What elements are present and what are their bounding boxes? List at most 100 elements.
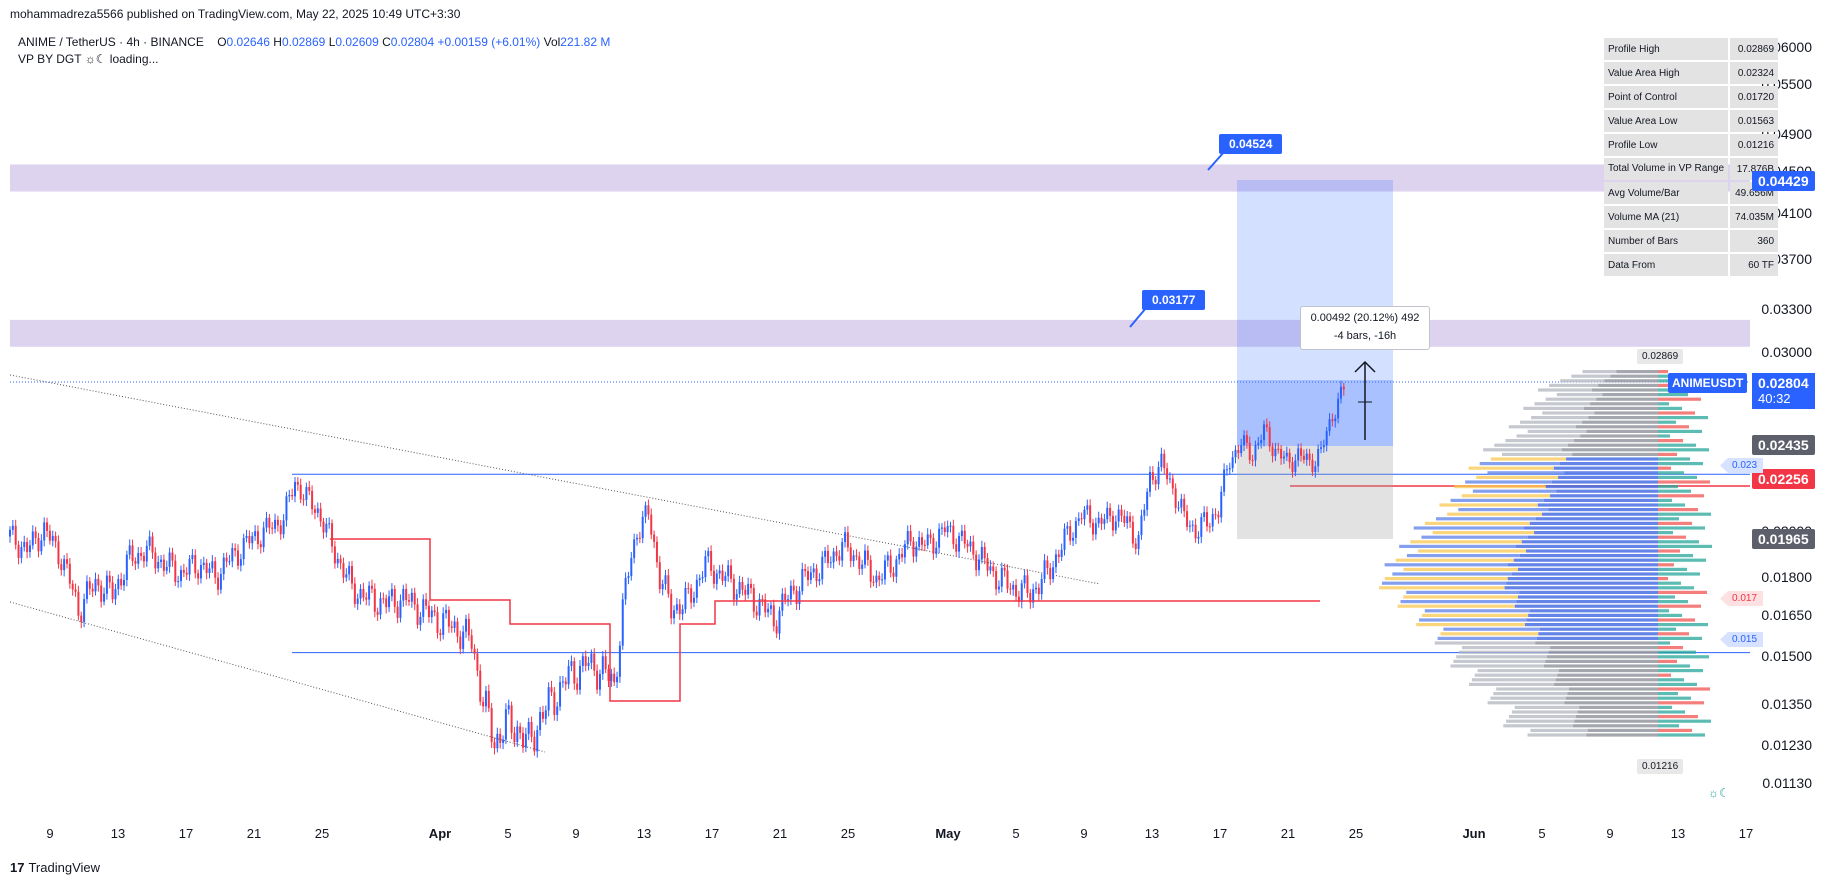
candle-body [1163,453,1166,469]
x-tick-label: 25 [840,826,856,841]
stats-value: 0.02869 [1730,38,1779,60]
vp-delta-bar [1658,678,1684,682]
candle-body [590,653,593,663]
candle-body [1245,435,1248,443]
candle-body [1151,472,1154,480]
x-tick-label: Apr [428,826,452,841]
vp-bar-inner [1519,554,1658,558]
vp-bar-inner [1596,397,1658,401]
vp-delta-bar [1658,623,1708,627]
candle-body [855,555,858,557]
vp-bar-inner [1538,632,1658,636]
candle-body [978,559,980,571]
vp-bar-outer [1503,724,1573,728]
vp-bar-inner [1511,572,1658,576]
candle-body [447,610,450,627]
vp-bar-inner [1554,682,1658,686]
candle-body [815,568,818,582]
stats-key: Profile Low [1604,134,1729,156]
sun-moon-icon: ☼☾ [1708,786,1730,800]
candle-body [291,494,294,497]
candle-body [960,530,963,537]
y-tick-label: 0.01350 [1761,696,1812,712]
candle-body [593,653,596,671]
candle-body [319,508,322,522]
vp-bar-outer [1542,411,1595,415]
vp-delta-bar [1658,641,1670,645]
vp-bar-inner [1576,715,1658,719]
candle-body [504,709,507,740]
candle-body [943,527,946,533]
candle-body [1203,512,1206,518]
candle-body [453,621,456,628]
candle-body [402,588,405,601]
candle-body [1200,517,1203,537]
vp-bar-inner [1528,613,1658,617]
candle-body [1157,467,1160,485]
symbol-title[interactable]: ANIME / TetherUS · 4h · BINANCE [18,35,204,49]
candle-body [20,547,23,558]
candle-body [1211,514,1214,527]
vp-bar-inner [1616,370,1658,374]
x-tick-label: 9 [46,826,54,841]
candle-body [638,537,641,539]
candle-body [524,733,527,748]
candle-body [282,520,285,535]
candle-body [436,612,439,633]
vp-bar-outer [1450,498,1544,502]
candle-body [997,586,1000,590]
candle-body [1177,507,1180,509]
lower-target-callout[interactable]: 0.03177 [1142,290,1206,310]
vp-bar-inner [1579,705,1658,709]
vp-bar-outer [1384,577,1508,581]
candle-body [730,565,733,579]
vp-bar-outer [1476,475,1559,479]
candle-body [1074,521,1077,538]
candle-body [1331,419,1334,422]
candle-body [134,560,137,564]
vp-bar-inner [1550,494,1658,498]
vp-bar-outer [1416,623,1526,627]
upper-target-callout[interactable]: 0.04524 [1219,134,1283,154]
candle-body [1257,443,1260,446]
vp-bar-outer [1494,443,1568,447]
candle-body [633,539,636,559]
candle-body [1274,448,1277,457]
candle-body [698,578,701,580]
candle-body [1111,515,1114,531]
candle-body [1268,427,1271,447]
vp-bar-inner [1523,526,1658,530]
vp-bar-outer [1469,682,1555,686]
candle-body [547,687,550,711]
candle-body [775,626,778,634]
candle-body [256,531,259,545]
measure-bars: -4 bars, -16h [1333,330,1397,342]
candle-body [1217,514,1220,518]
candle-body [222,557,225,575]
candle-body [174,560,177,583]
candle-body [687,587,690,589]
candle-body [214,561,217,578]
candle-body [456,621,459,637]
vp-delta-bar [1658,728,1692,732]
stats-key: Total Volume in VP Range [1604,158,1729,180]
author-attribution: mohammadreza5566 published on TradingVie… [10,7,461,21]
candle-body [1334,418,1337,422]
vp-bar-inner [1543,498,1658,502]
stats-key: Value Area High [1604,62,1729,84]
vp-bar-inner [1559,462,1658,466]
candle-body [74,589,77,592]
candle-body [1251,460,1254,462]
vp-delta-bar [1658,402,1669,406]
indicator-title[interactable]: VP BY DGT ☼☾ loading... [18,52,159,66]
grey-level-badge-1: 0.02435 [1752,435,1815,455]
vp-delta-bar [1658,526,1705,530]
candle-body [137,552,140,564]
candle-body [294,481,296,497]
x-tick-label: 9 [1606,826,1614,841]
candle-body [618,645,621,677]
candle-body [1231,457,1234,469]
vp-bar-inner [1553,466,1658,470]
candle-body [710,551,713,571]
